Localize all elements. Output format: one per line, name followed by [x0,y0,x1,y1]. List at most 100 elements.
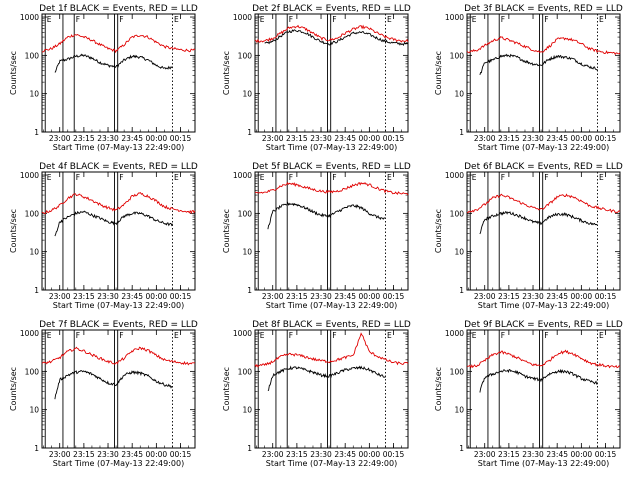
plot-frame [466,329,621,449]
y-tick-label: 1000 [20,13,39,22]
panel-title: Det 7f BLACK = Events, RED = LLD [39,320,198,330]
event-marker-label: E [472,331,477,340]
x-tick-label: 00:15 [383,292,405,301]
series-events-line [267,201,386,230]
plot-frame [466,13,621,133]
panel-det-4f: Det 4f BLACK = Events, RED = LLD 1 10 100 10… [9,162,198,310]
plot-frame [254,329,409,449]
x-tick-label: 00:00 [359,450,381,459]
x-tick-label: 00:00 [359,134,381,143]
series-events-line [54,370,173,400]
y-tick-label: 100 [25,209,40,218]
y-tick-label: 1 [247,286,252,295]
x-axis-label: Start Time (07-May-13 22:49:00) [53,301,184,310]
x-axis-label: Start Time (07-May-13 22:49:00) [266,459,397,468]
x-tick-label: 00:15 [595,292,617,301]
plot-frame [41,13,196,133]
event-marker-label: E [599,331,604,340]
x-tick-label: 23:45 [121,134,143,143]
event-marker-label: F [76,331,80,340]
series-lld-line [41,33,196,54]
event-marker-label: E [472,173,477,182]
x-tick-label: 23:45 [334,450,356,459]
panel-det-2f: Det 2f BLACK = Events, RED = LLD 1 10 100 10… [222,4,411,152]
x-tick-label: 23:15 [73,292,95,301]
x-tick-label: 23:00 [474,292,496,301]
y-tick-label: 10 [454,406,464,415]
y-tick-label: 1 [459,444,464,453]
x-tick-label: 23:45 [334,134,356,143]
y-tick-label: 10 [242,406,252,415]
y-tick-label: 10 [29,406,39,415]
series-events-line [479,53,598,76]
event-marker-label: F [501,15,505,24]
panel-title: Det 9f BLACK = Events, RED = LLD [464,320,623,330]
y-tick-label: 1000 [20,171,39,180]
event-marker-label: F [76,173,80,182]
x-tick-label: 23:30 [97,134,119,143]
event-marker-label: E [260,173,265,182]
x-tick-label: 00:00 [146,292,168,301]
plot-frame [41,329,196,449]
x-tick-label: 23:15 [498,292,520,301]
panel-title: Det 3f BLACK = Events, RED = LLD [464,4,623,14]
event-marker-label: E [387,331,392,340]
x-axis-label: Start Time (07-May-13 22:49:00) [53,459,184,468]
x-tick-label: 00:15 [170,292,192,301]
y-tick-label: 1000 [445,13,464,22]
series-lld-line [466,193,621,214]
event-marker-label: F [332,173,336,182]
x-tick-label: 23:30 [97,450,119,459]
x-tick-label: 23:45 [334,292,356,301]
x-tick-label: 00:00 [571,450,593,459]
plot-frame [254,13,409,133]
y-tick-label: 1000 [233,13,252,22]
event-marker-label: F [332,331,336,340]
x-tick-label: 00:00 [359,292,381,301]
series-lld-line [254,181,409,196]
x-tick-label: 23:00 [49,450,71,459]
x-tick-label: 23:00 [262,292,284,301]
y-tick-label: 100 [25,51,40,60]
event-marker-label: E [260,331,265,340]
x-axis-label: Start Time (07-May-13 22:49:00) [266,301,397,310]
y-tick-label: 10 [454,90,464,99]
event-marker-label: E [387,15,392,24]
x-tick-label: 23:15 [498,450,520,459]
x-tick-label: 23:00 [49,292,71,301]
x-tick-label: 23:30 [310,450,332,459]
y-tick-label: 10 [242,248,252,257]
x-tick-label: 23:45 [546,292,568,301]
x-tick-label: 23:00 [474,450,496,459]
series-events-line [267,365,386,391]
y-tick-label: 1 [459,128,464,137]
event-marker-label: F [119,331,123,340]
event-marker-label: E [260,15,265,24]
panel-title: Det 5f BLACK = Events, RED = LLD [252,162,411,172]
y-axis-label: Counts/sec [222,51,231,95]
event-marker-label: E [47,331,52,340]
plot-frame [41,171,196,291]
x-tick-label: 00:15 [170,450,192,459]
y-tick-label: 100 [450,209,465,218]
series-events-line [479,211,598,235]
event-marker-label: E [174,331,179,340]
y-axis-label: Counts/sec [9,367,18,411]
panel-title: Det 4f BLACK = Events, RED = LLD [39,162,198,172]
x-axis-label: Start Time (07-May-13 22:49:00) [478,459,609,468]
panel-title: Det 8f BLACK = Events, RED = LLD [252,320,411,330]
x-tick-label: 23:30 [310,134,332,143]
x-tick-label: 23:15 [498,134,520,143]
panel-det-9f: Det 9f BLACK = Events, RED = LLD 1 10 100 10… [434,320,623,468]
panel-det-3f: Det 3f BLACK = Events, RED = LLD 1 10 100 10… [434,4,623,152]
y-tick-label: 10 [242,90,252,99]
x-axis-label: Start Time (07-May-13 22:49:00) [266,143,397,152]
panel-det-6f: Det 6f BLACK = Events, RED = LLD 1 10 100 10… [434,162,623,310]
event-marker-label: E [47,173,52,182]
series-events-line [54,210,173,237]
y-tick-label: 100 [450,51,465,60]
y-tick-label: 1000 [233,171,252,180]
event-marker-label: E [599,15,604,24]
x-tick-label: 00:00 [571,292,593,301]
event-marker-label: F [119,173,123,182]
